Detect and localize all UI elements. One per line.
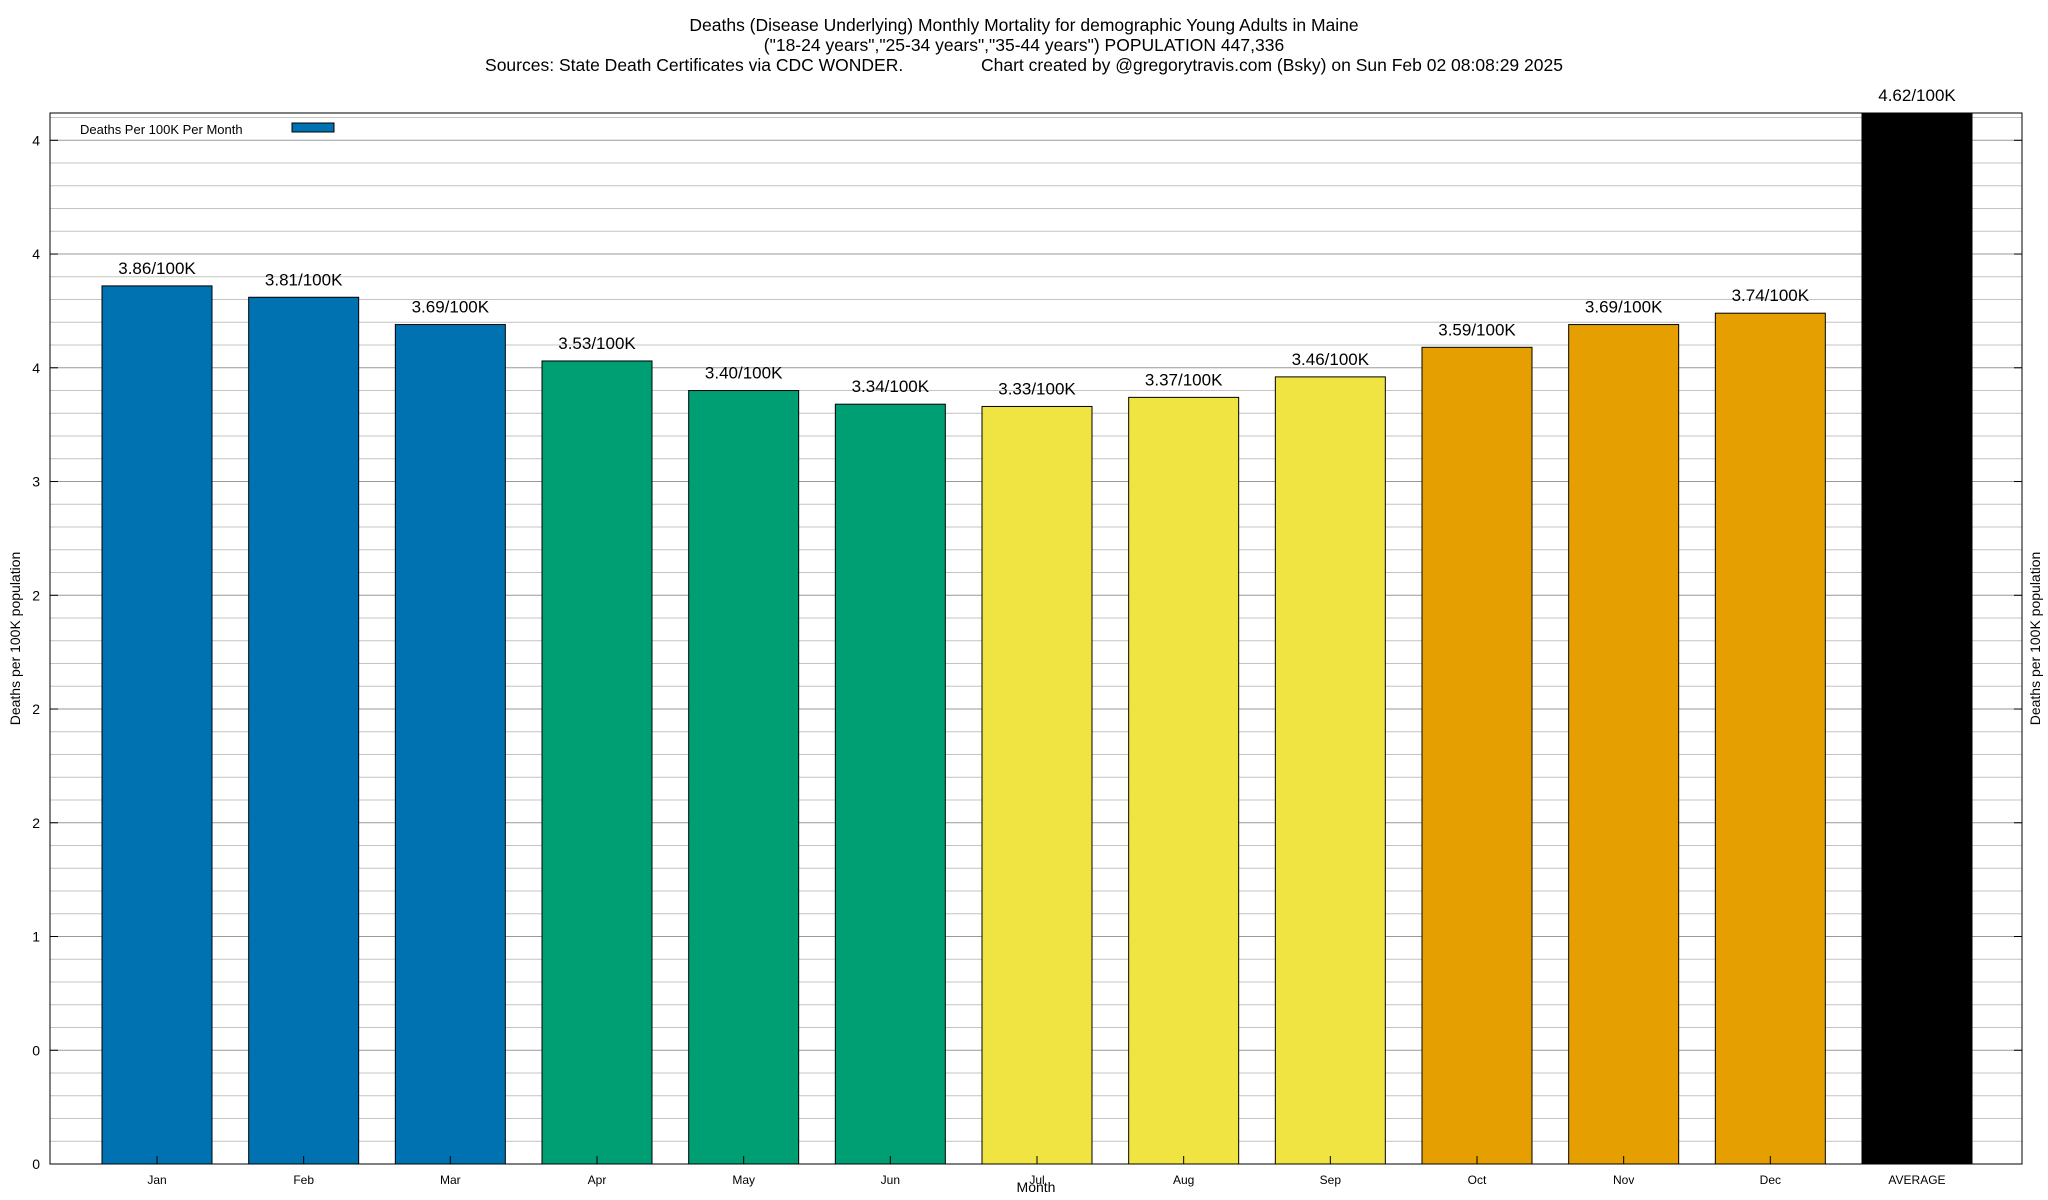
bar-nov — [1568, 324, 1680, 1165]
bar-sep — [1274, 376, 1386, 1165]
x-tick-label: Apr — [588, 1173, 607, 1187]
y-tick-label: 3 — [32, 474, 40, 490]
bar-oct — [1421, 346, 1533, 1165]
x-tick-label: AVERAGE — [1888, 1173, 1945, 1187]
y-tick-label: 4 — [32, 132, 40, 148]
bar-apr — [541, 360, 653, 1165]
x-tick-label: Sep — [1320, 1173, 1342, 1187]
x-tick-label: Jan — [147, 1173, 166, 1187]
chart-title-line-3: Sources: State Death Certificates via CD… — [485, 55, 1563, 75]
x-tick-label: May — [732, 1173, 755, 1187]
bar-jul — [981, 405, 1093, 1165]
x-tick-label: Dec — [1760, 1173, 1781, 1187]
bar-value-label: 3.37/100K — [1145, 370, 1223, 389]
x-tick-label: Feb — [293, 1173, 314, 1187]
legend-label: Deaths Per 100K Per Month — [80, 122, 243, 137]
y-tick-label: 4 — [32, 360, 40, 376]
bar-value-label: 3.33/100K — [998, 379, 1076, 398]
bar-value-label: 3.34/100K — [852, 377, 930, 396]
x-tick-label: Mar — [440, 1173, 461, 1187]
y-tick-label: 2 — [32, 815, 40, 831]
y-axis-ticks: 0 0 1 2 2 2 3 4 4 4 — [32, 132, 2022, 1172]
chart-title: Deaths (Disease Underlying) Monthly Mort… — [485, 15, 1563, 75]
bar-feb — [248, 296, 360, 1165]
y-tick-label: 2 — [32, 701, 40, 717]
y-tick-label: 1 — [32, 929, 40, 945]
bar-jun — [834, 403, 946, 1165]
x-tick-label: Aug — [1173, 1173, 1194, 1187]
y-axis-title: Deaths per 100K population — [7, 552, 23, 726]
bar-average — [1861, 112, 1973, 1165]
chart-title-line-1: Deaths (Disease Underlying) Monthly Mort… — [689, 15, 1358, 35]
x-tick-label: Nov — [1613, 1173, 1634, 1187]
legend-swatch — [291, 122, 335, 133]
x-tick-label: Jun — [881, 1173, 900, 1187]
bar-value-label: 3.53/100K — [558, 334, 636, 353]
bar-value-label: 3.69/100K — [412, 298, 490, 317]
bar-value-label: 3.81/100K — [265, 270, 343, 289]
bar-dec — [1714, 312, 1826, 1165]
bar-value-label: 3.86/100K — [118, 259, 196, 278]
bar-value-label: 3.40/100K — [705, 364, 783, 383]
y-tick-label: 2 — [32, 587, 40, 603]
bar-value-label: 4.62/100K — [1878, 86, 1956, 105]
bar-value-label: 3.69/100K — [1585, 298, 1663, 317]
chart-title-line-2: ("18-24 years","25-34 years","35-44 year… — [764, 35, 1284, 55]
y-tick-label: 0 — [32, 1042, 40, 1058]
x-axis-title: Month — [1017, 1179, 1056, 1195]
y-tick-label: 4 — [32, 246, 40, 262]
bar-value-labels: 3.86/100K 3.81/100K 3.69/100K 3.53/100K 3.40… — [118, 86, 1956, 398]
bar-aug — [1128, 396, 1240, 1165]
y-tick-label: 0 — [32, 1156, 40, 1172]
bar-value-label: 3.46/100K — [1292, 350, 1370, 369]
bars — [101, 112, 1973, 1165]
x-tick-label: Jul — [1029, 1173, 1044, 1187]
bar-may — [688, 390, 800, 1165]
bar-mar — [394, 324, 506, 1165]
bar-jan — [101, 285, 213, 1165]
y2-axis-title: Deaths per 100K population — [2027, 552, 2043, 726]
bar-value-label: 3.59/100K — [1438, 320, 1516, 339]
x-tick-label: Oct — [1468, 1173, 1487, 1187]
plot-frame — [49, 112, 2023, 1165]
x-axis-ticks: Jan Feb Mar Apr May Jun Jul Aug Sep Oct Nov Dec AVER… — [147, 1156, 1946, 1187]
bar-value-label: 3.74/100K — [1732, 286, 1810, 305]
legend: Deaths Per 100K Per Month — [80, 122, 335, 137]
